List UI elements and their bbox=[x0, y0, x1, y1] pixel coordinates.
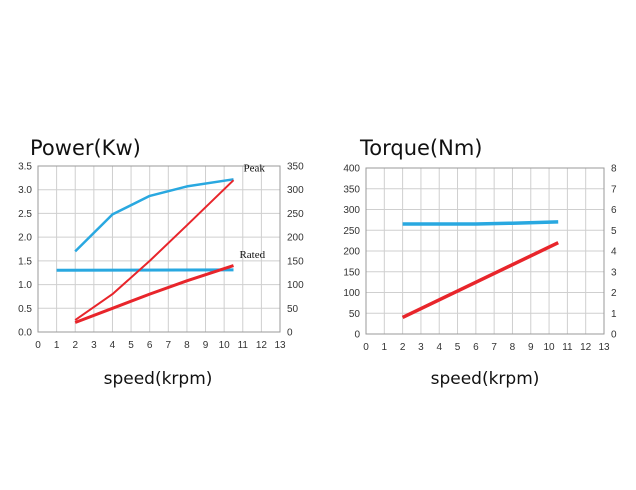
y2-tick-label: 200 bbox=[287, 233, 304, 244]
plot-frame bbox=[365, 167, 605, 335]
x-tick-label: 6 bbox=[473, 342, 479, 353]
x-tick-label: 2 bbox=[72, 340, 78, 351]
series-line-0 bbox=[74, 178, 234, 253]
x-tick-label: 7 bbox=[166, 340, 172, 351]
annotation-rated: Rated bbox=[239, 249, 265, 261]
x-tick-label: 9 bbox=[203, 340, 209, 351]
y2-tick-label: 50 bbox=[287, 304, 299, 315]
x-axis-label: speed(krpm) bbox=[104, 369, 213, 389]
y2-tick-label: 250 bbox=[287, 209, 304, 220]
y2-tick-label: 1 bbox=[611, 309, 617, 320]
chart-0: 0 1 2 3 4 5 6 7 8 9 10 11 12 130.00.51.01.52.02.53.03… bbox=[18, 136, 304, 389]
x-tick-label: 11 bbox=[562, 342, 573, 353]
y-tick-label: 250 bbox=[343, 226, 360, 237]
y-tick-label: 0.0 bbox=[18, 328, 32, 339]
series-line-2 bbox=[74, 179, 235, 321]
x-tick-label: 13 bbox=[274, 340, 286, 351]
y2-tick-label: 350 bbox=[287, 162, 304, 173]
y-tick-label: 400 bbox=[343, 164, 360, 175]
plot-frame bbox=[37, 165, 281, 333]
y-tick-label: 3.0 bbox=[18, 185, 32, 196]
y2-tick-label: 6 bbox=[611, 205, 617, 216]
y2-tick-label: 100 bbox=[287, 280, 304, 291]
y-tick-label: 350 bbox=[343, 184, 360, 195]
x-tick-label: 10 bbox=[219, 340, 231, 351]
x-tick-label: 1 bbox=[54, 340, 60, 351]
y-tick-label: 200 bbox=[343, 247, 360, 258]
chart-title: Power(Kw) bbox=[30, 136, 141, 160]
x-tick-label: 3 bbox=[91, 340, 97, 351]
y-tick-label: 2.5 bbox=[18, 209, 32, 220]
x-tick-label: 1 bbox=[382, 342, 388, 353]
x-tick-label: 5 bbox=[455, 342, 461, 353]
y2-tick-label: 300 bbox=[287, 185, 304, 196]
y2-tick-label: 150 bbox=[287, 256, 304, 267]
y-tick-label: 1.5 bbox=[18, 256, 32, 267]
y2-tick-label: 8 bbox=[611, 164, 617, 175]
y-tick-label: 100 bbox=[343, 288, 360, 299]
x-tick-label: 8 bbox=[184, 340, 190, 351]
chart-title: Torque(Nm) bbox=[359, 136, 482, 160]
series-line-3 bbox=[74, 264, 234, 324]
x-tick-label: 3 bbox=[418, 342, 424, 353]
x-tick-label: 4 bbox=[436, 342, 442, 353]
y-tick-label: 150 bbox=[343, 267, 360, 278]
y2-tick-label: 0 bbox=[611, 330, 617, 341]
y-tick-label: 0.5 bbox=[18, 304, 32, 315]
y-tick-label: 1.0 bbox=[18, 280, 32, 291]
x-tick-label: 12 bbox=[256, 340, 268, 351]
x-tick-label: 13 bbox=[598, 342, 610, 353]
x-tick-label: 6 bbox=[147, 340, 153, 351]
annotation-peak: Peak bbox=[243, 162, 265, 174]
chart-grid bbox=[365, 167, 605, 335]
y2-tick-label: 5 bbox=[611, 226, 617, 237]
y-tick-label: 2.0 bbox=[18, 233, 32, 244]
series-line-0 bbox=[402, 220, 559, 226]
chart-1: 0 1 2 3 4 5 6 7 8 9 10 11 12 130501001502002503003504… bbox=[343, 136, 617, 389]
x-tick-label: 10 bbox=[544, 342, 556, 353]
y2-tick-label: 3 bbox=[611, 267, 617, 278]
y2-tick-label: 0 bbox=[287, 328, 293, 339]
x-tick-label: 0 bbox=[363, 342, 369, 353]
x-axis-label: speed(krpm) bbox=[431, 369, 540, 389]
y-tick-label: 0 bbox=[354, 330, 360, 341]
x-tick-label: 7 bbox=[491, 342, 497, 353]
y2-tick-label: 4 bbox=[611, 247, 617, 258]
x-tick-label: 4 bbox=[110, 340, 116, 351]
x-tick-label: 0 bbox=[35, 340, 41, 351]
y-tick-label: 300 bbox=[343, 205, 360, 216]
y-tick-label: 3.5 bbox=[18, 162, 32, 173]
y-tick-label: 50 bbox=[349, 309, 361, 320]
x-tick-label: 8 bbox=[510, 342, 516, 353]
x-tick-label: 11 bbox=[238, 340, 249, 351]
x-tick-label: 9 bbox=[528, 342, 534, 353]
x-tick-label: 2 bbox=[400, 342, 406, 353]
y2-tick-label: 2 bbox=[611, 288, 617, 299]
x-tick-label: 12 bbox=[580, 342, 592, 353]
y2-tick-label: 7 bbox=[611, 184, 617, 195]
series-line-1 bbox=[401, 241, 559, 319]
x-tick-label: 5 bbox=[128, 340, 134, 351]
